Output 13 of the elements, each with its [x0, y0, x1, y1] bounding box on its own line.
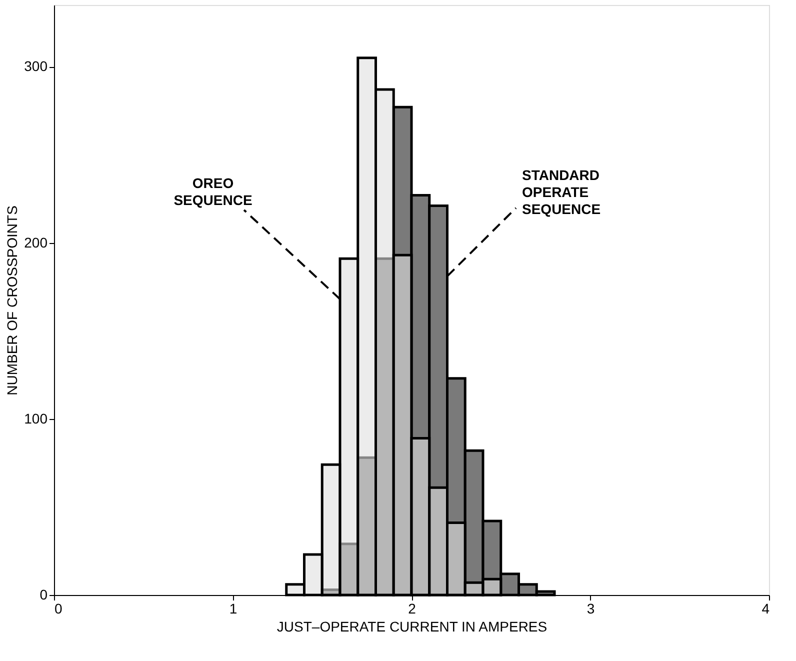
y-axis-title: NUMBER OF CROSSPOINTS — [4, 206, 20, 396]
x-tick-label: 3 — [586, 600, 595, 616]
y-tick-label: 200 — [24, 234, 48, 250]
x-axis-title: JUST–OPERATE CURRENT IN AMPERES — [276, 618, 548, 634]
x-tick-label: 1 — [229, 600, 238, 616]
annotation: STANDARD OPERATE SEQUENCE — [522, 167, 601, 217]
annotation: OREO SEQUENCE — [174, 175, 252, 208]
y-tick-label: 0 — [40, 586, 48, 602]
y-tick-label: 300 — [24, 58, 48, 74]
y-tick-label: 100 — [24, 410, 48, 426]
x-tick-label: 4 — [762, 600, 770, 616]
x-tick-label: 0 — [54, 600, 62, 616]
x-tick-label: 2 — [408, 600, 416, 616]
